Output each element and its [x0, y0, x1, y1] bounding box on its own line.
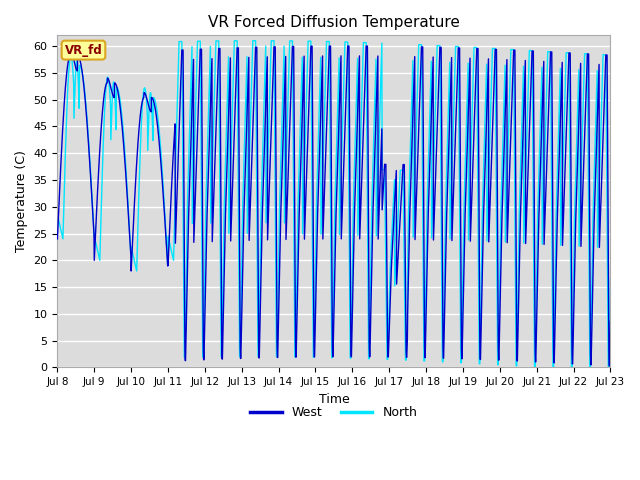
- Text: VR_fd: VR_fd: [65, 44, 102, 57]
- Y-axis label: Temperature (C): Temperature (C): [15, 150, 28, 252]
- Legend: West, North: West, North: [246, 401, 422, 424]
- X-axis label: Time: Time: [319, 393, 349, 406]
- Title: VR Forced Diffusion Temperature: VR Forced Diffusion Temperature: [208, 15, 460, 30]
